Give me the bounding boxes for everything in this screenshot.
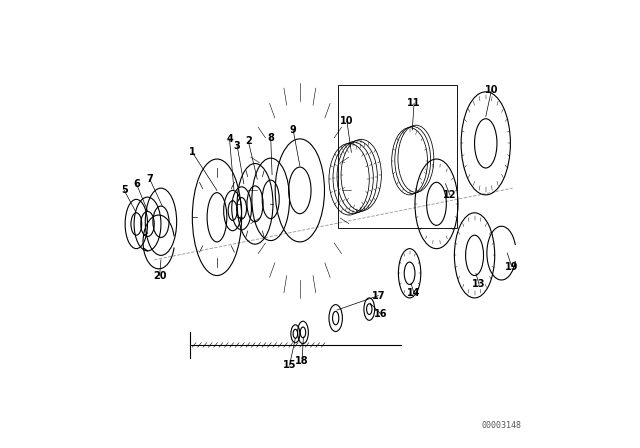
Text: 10: 10 — [340, 116, 354, 126]
Text: 12: 12 — [443, 190, 457, 200]
Text: 13: 13 — [472, 280, 486, 289]
Text: 2: 2 — [245, 136, 252, 146]
Text: 5: 5 — [121, 185, 127, 195]
Text: 8: 8 — [268, 133, 274, 142]
Text: 6: 6 — [133, 179, 140, 189]
Text: 11: 11 — [407, 98, 421, 108]
Text: 17: 17 — [371, 291, 385, 301]
Bar — [338, 85, 457, 228]
Text: 4: 4 — [226, 134, 233, 144]
Text: 3: 3 — [234, 141, 241, 151]
Text: 00003148: 00003148 — [482, 421, 522, 430]
Text: 18: 18 — [295, 356, 309, 366]
Text: 7: 7 — [147, 174, 153, 184]
Text: 20: 20 — [153, 271, 166, 280]
Text: 19: 19 — [505, 262, 518, 271]
Text: 1: 1 — [189, 147, 196, 157]
Text: 16: 16 — [374, 309, 387, 319]
Text: 9: 9 — [290, 125, 296, 135]
Text: 15: 15 — [283, 360, 296, 370]
Text: 10: 10 — [485, 85, 499, 95]
Text: 14: 14 — [407, 289, 421, 298]
